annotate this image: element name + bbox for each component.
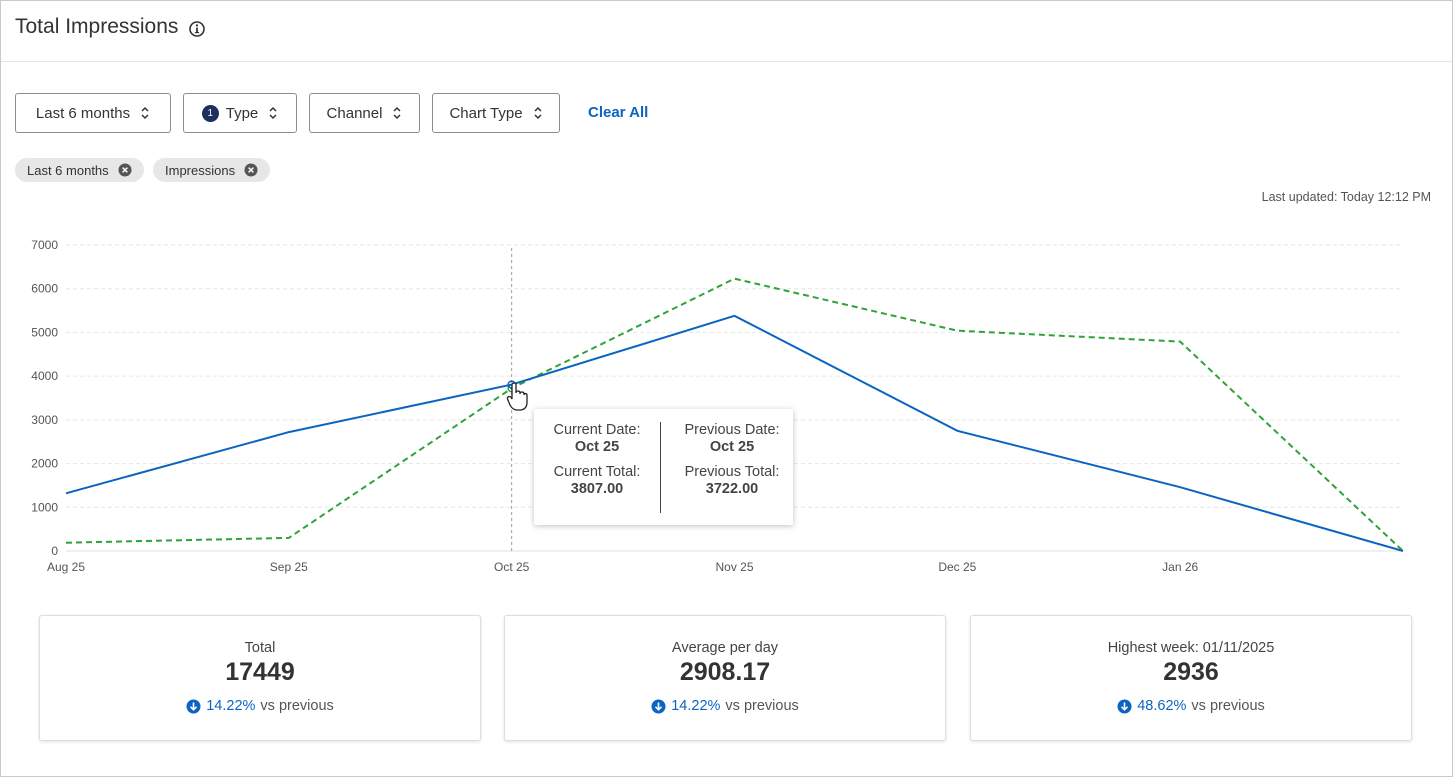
type-label: Type [225,104,259,122]
x-tick-label: Jan 26 [1162,560,1198,574]
metric-delta: 48.62% vs previous [971,698,1411,714]
filter-chip-impressions: Impressions [153,158,271,182]
tooltip-divider [660,422,661,513]
remove-chip-icon[interactable] [118,163,132,177]
chevron-up-down-icon [269,106,277,120]
metric-value: 17449 [225,658,295,686]
y-tick-label: 2000 [31,457,58,471]
metric-delta: 14.22% vs previous [505,698,945,714]
filter-chip-date-range: Last 6 months [15,158,144,182]
chart-type-label: Chart Type [449,104,523,122]
y-tick-label: 6000 [31,282,58,296]
y-tick-label: 1000 [31,500,58,514]
type-dropdown[interactable]: 1 Type [183,93,297,133]
tooltip-current-date: Oct 25 [574,439,620,455]
chip-label: Last 6 months [27,162,109,178]
tooltip-current-total-label: Current Total: [553,464,641,480]
metric-value: 2908.17 [679,658,771,686]
metric-label: Average per day [671,640,779,656]
metric-delta: 14.22% vs previous [40,698,480,714]
panel-header: Total Impressions [1,1,1452,62]
hand-cursor-icon [506,382,528,411]
metric-label: Total [244,640,276,656]
chevron-up-down-icon [393,106,401,120]
tooltip-previous-total: 3722.00 [705,481,759,497]
tooltip-previous-date: Oct 25 [709,439,755,455]
impressions-line-chart[interactable]: 0 1000 2000 3000 4000 5000 6000 7000 Aug 25 Sep … [1,231,1452,581]
y-axis: 0 1000 2000 3000 4000 5000 6000 7000 [31,238,58,558]
metric-delta-vs: vs previous [260,698,334,714]
metric-delta-vs: vs previous [1191,698,1265,714]
clear-all-link[interactable]: Clear All [588,104,649,121]
tooltip-current-total: 3807.00 [570,481,624,497]
x-axis: Aug 25 Sep 25 Oct 25 Nov 25 Dec 25 Jan 26 [47,550,1403,574]
last-updated-text: Last updated: Today 12:12 PM [1261,190,1431,204]
x-tick-label: Dec 25 [938,560,976,574]
tooltip-previous: Previous Date: Oct 25 Previous Total: 37… [661,422,803,497]
chip-label: Impressions [165,162,236,178]
channel-dropdown[interactable]: Channel [309,93,420,133]
series-line-current [65,314,1404,552]
x-tick-label: Nov 25 [715,560,753,574]
tooltip-current-date-label: Current Date: [553,422,641,438]
y-tick-label: 0 [51,544,58,558]
y-tick-label: 3000 [31,413,58,427]
metric-label: Highest week: 01/11/2025 [1107,640,1275,656]
metric-card-highest-week: Highest week: 01/11/2025 2936 48.62% vs … [970,615,1412,741]
x-tick-label: Sep 25 [270,560,308,574]
metric-delta-percent: 48.62% [1137,698,1187,714]
metric-card-total: Total 17449 14.22% vs previous [39,615,481,741]
series-line-previous [65,277,1404,552]
metric-value: 2936 [1163,658,1219,686]
date-range-label: Last 6 months [35,104,131,122]
chart-type-dropdown[interactable]: Chart Type [432,93,560,133]
metric-delta-vs: vs previous [725,698,799,714]
tooltip-current: Current Date: Oct 25 Current Total: 3807… [534,422,660,497]
channel-label: Channel [326,104,383,122]
tooltip-previous-total-label: Previous Total: [684,464,780,480]
page-title: Total Impressions [15,15,179,38]
metric-delta-percent: 14.22% [671,698,721,714]
metric-card-average: Average per day 2908.17 14.22% vs previo… [504,615,946,741]
remove-chip-icon[interactable] [244,163,258,177]
metric-delta-percent: 14.22% [206,698,256,714]
arrow-down-circle-icon [1117,699,1132,713]
arrow-down-circle-icon [186,699,201,713]
chevron-up-down-icon [534,106,542,120]
chevron-up-down-icon [141,106,149,120]
x-tick-label: Aug 25 [47,560,85,574]
chart-tooltip: Current Date: Oct 25 Current Total: 3807… [534,409,793,525]
x-tick-label: Oct 25 [494,560,530,574]
y-tick-label: 5000 [31,325,58,339]
arrow-down-circle-icon [651,699,666,713]
date-range-dropdown[interactable]: Last 6 months [15,93,171,133]
type-count-badge: 1 [201,104,219,122]
y-tick-label: 4000 [31,369,58,383]
y-tick-label: 7000 [31,238,58,252]
info-icon[interactable] [188,20,206,38]
tooltip-previous-date-label: Previous Date: [684,422,780,438]
